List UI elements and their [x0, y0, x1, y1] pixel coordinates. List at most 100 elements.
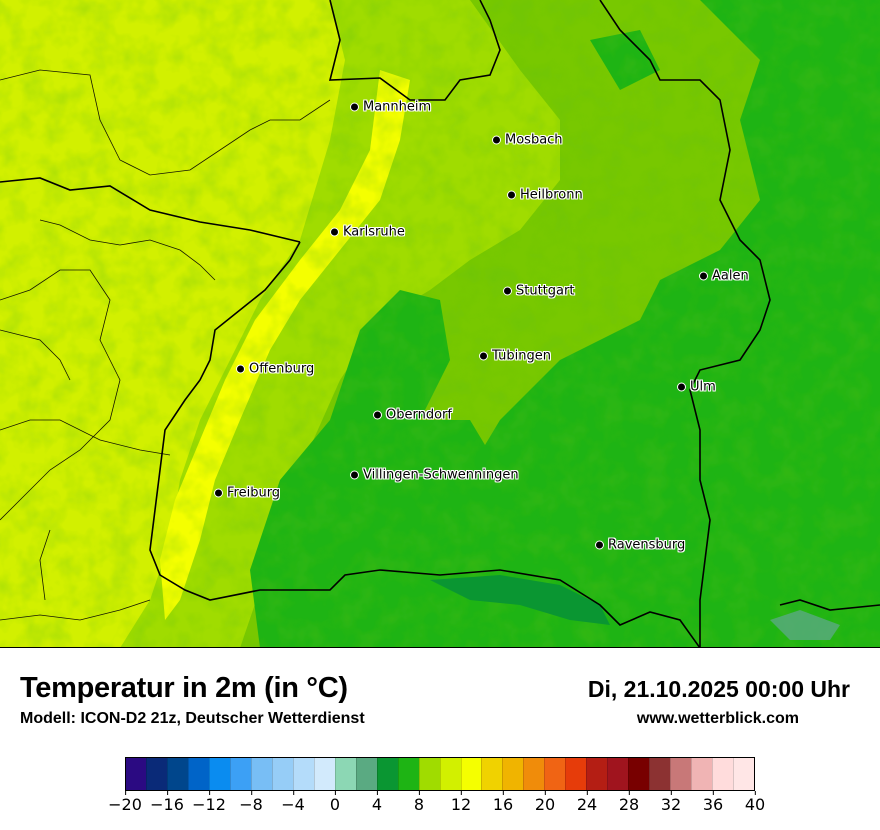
- city-name: Ulm: [690, 379, 716, 395]
- colorbar-swatch: [376, 758, 398, 790]
- city-name: Mosbach: [505, 132, 563, 148]
- city-dot: [595, 540, 604, 550]
- water-patch: [770, 610, 840, 640]
- city-name: Aalen: [712, 268, 749, 284]
- city-name: Villingen-Schwenningen: [363, 467, 519, 483]
- city-dot: [350, 470, 359, 480]
- map-canvas: [0, 0, 880, 647]
- colorbar-swatch: [439, 758, 461, 790]
- colorbar-swatch: [229, 758, 251, 790]
- city-name: Mannheim: [363, 99, 432, 115]
- tick-text: 36: [702, 795, 724, 814]
- colorbar-tick-label: 16: [493, 791, 513, 814]
- city-name: Stuttgart: [516, 283, 575, 299]
- colorbar-tick-label: 32: [661, 791, 681, 814]
- city-marker: Tübingen: [479, 349, 551, 364]
- forecast-datetime: Di, 21.10.2025 00:00 Uhr: [587, 676, 850, 702]
- city-dot: [507, 190, 516, 200]
- colorbar-swatch: [418, 758, 440, 790]
- colorbar-swatch: [586, 758, 608, 790]
- colorbar-swatch: [481, 758, 503, 790]
- city-name: Oberndorf: [386, 407, 452, 423]
- state-borders: [0, 0, 880, 647]
- colorbar-swatch: [460, 758, 482, 790]
- map-title: Temperatur in 2m (in °C): [20, 672, 348, 704]
- city-marker: Ravensburg: [595, 538, 685, 553]
- temperature-map: Mannheim Mosbach Heilbronn Karlsruhe Aal…: [0, 0, 880, 648]
- tick-text: −8: [239, 795, 263, 814]
- tick-text: 20: [534, 795, 556, 814]
- colorbar-tick-label: 36: [703, 791, 723, 814]
- temperature-colorbar: [125, 757, 755, 791]
- city-name: Heilbronn: [520, 187, 583, 203]
- colorbar-ticks: −20 −16 −12 −8 −4 0 4 8 12 16 20 24 28 32 36 40: [108, 791, 765, 821]
- city-dot: [492, 135, 501, 145]
- tick-text: −12: [192, 795, 226, 814]
- lake-constance: [430, 575, 610, 625]
- tick-text: −16: [150, 795, 184, 814]
- tick-text: −4: [281, 795, 305, 814]
- city-name: Karlsruhe: [343, 224, 405, 240]
- colorbar-tick-label: 4: [372, 791, 382, 814]
- colorbar-swatch: [565, 758, 587, 790]
- colorbar-tick-label: −20: [108, 791, 142, 814]
- city-dot: [479, 351, 488, 361]
- tick-text: 8: [413, 795, 425, 814]
- tick-text: −20: [108, 795, 142, 814]
- city-dot: [503, 286, 512, 296]
- model-subtitle: Modell: ICON-D2 21z, Deutscher Wetterdie…: [20, 710, 365, 727]
- colorbar-tick-label: 20: [535, 791, 555, 814]
- colorbar-swatch: [271, 758, 293, 790]
- colorbar-swatch: [145, 758, 167, 790]
- tick-text: 28: [618, 795, 640, 814]
- colorbar-swatch: [126, 758, 146, 790]
- colorbar-tick-label: 0: [330, 791, 340, 814]
- colorbar-tick-label: −12: [192, 791, 226, 814]
- tick-text: 0: [329, 795, 341, 814]
- colorbar-swatch: [187, 758, 209, 790]
- colorbar-swatch: [313, 758, 335, 790]
- colorbar-swatch: [649, 758, 671, 790]
- colorbar-tick-label: −16: [150, 791, 184, 814]
- city-dot: [350, 102, 359, 112]
- city-name: Freiburg: [227, 485, 281, 501]
- city-dot: [677, 382, 686, 392]
- city-marker: Oberndorf: [373, 408, 452, 423]
- city-name: Offenburg: [249, 361, 315, 377]
- tick-text: 16: [492, 795, 514, 814]
- colorbar-swatch: [208, 758, 230, 790]
- colorbar-tick-label: 8: [414, 791, 424, 814]
- district-borders: [0, 69, 331, 621]
- colorbar-tick-label: −4: [281, 791, 305, 814]
- tick-text: 40: [744, 795, 766, 814]
- tick-text: 4: [371, 795, 383, 814]
- colorbar-swatch: [250, 758, 272, 790]
- city-marker: Karlsruhe: [330, 225, 405, 240]
- website-label: www.wetterblick.com: [636, 710, 799, 727]
- colorbar-swatch: [544, 758, 566, 790]
- colorbar-swatch: [691, 758, 713, 790]
- city-marker: Heilbronn: [507, 188, 583, 203]
- colorbar-swatch: [628, 758, 650, 790]
- colorbar-swatch: [607, 758, 629, 790]
- texture-overlay: [0, 0, 880, 647]
- city-marker: Villingen-Schwenningen: [350, 468, 519, 483]
- colorbar-tick-label: 28: [619, 791, 639, 814]
- colorbar-swatch: [523, 758, 545, 790]
- tick-text: 24: [576, 795, 598, 814]
- city-dot: [236, 364, 245, 374]
- city-marker: Stuttgart: [503, 284, 574, 299]
- colorbar-swatch: [712, 758, 734, 790]
- colorbar-swatch: [355, 758, 377, 790]
- colorbar-swatch: [502, 758, 524, 790]
- colorbar-swatch: [397, 758, 419, 790]
- colorbar-swatch: [334, 758, 356, 790]
- colorbar-tick-label: −8: [239, 791, 263, 814]
- tick-text: 32: [660, 795, 682, 814]
- city-name: Tübingen: [492, 348, 551, 364]
- colorbar-tick-label: 24: [577, 791, 597, 814]
- city-dot: [699, 271, 708, 281]
- city-marker: Mannheim: [350, 100, 431, 115]
- colorbar-swatch: [733, 758, 755, 790]
- tick-text: 12: [450, 795, 472, 814]
